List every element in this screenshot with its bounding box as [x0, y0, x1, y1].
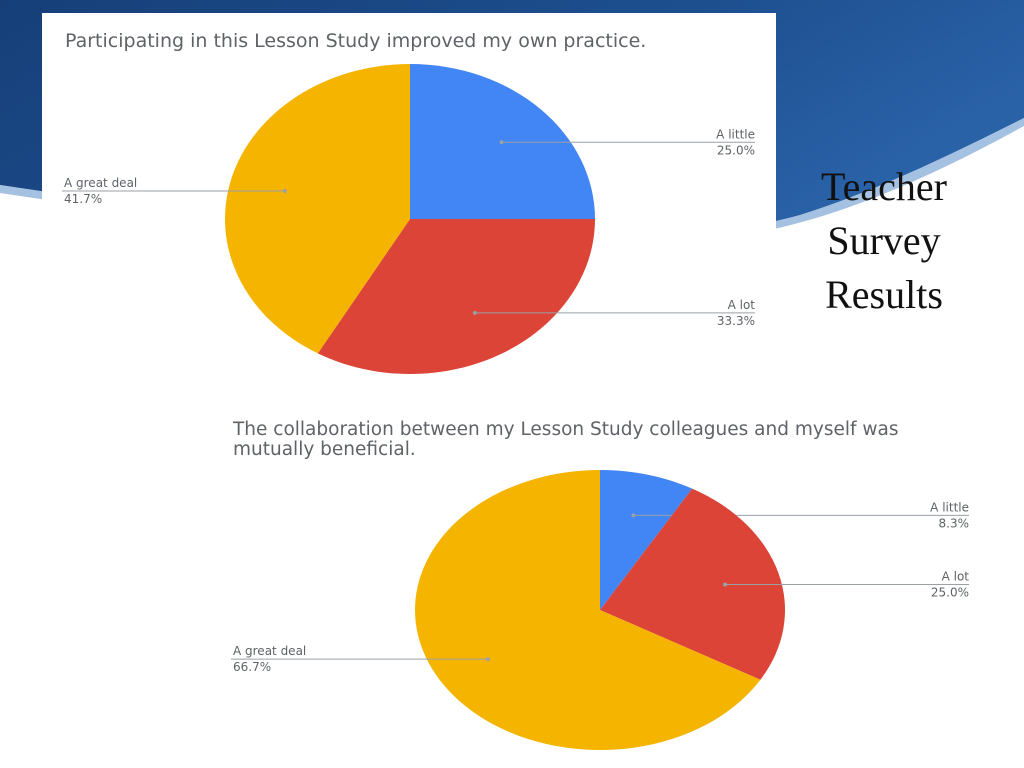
- slice-value-a-little: 25.0%: [717, 143, 755, 157]
- leader-dot-a-great-deal: [485, 657, 490, 662]
- slice-label-a-great-deal: A great deal: [233, 644, 306, 658]
- slice-label-a-great-deal: A great deal: [64, 176, 137, 190]
- slide-title-line-1: Teacher: [821, 164, 947, 209]
- pie-chart-practice: A little 25.0% A lot 33.3% A great deal 41.7%: [62, 63, 756, 374]
- slice-label-a-lot: A lot: [728, 298, 756, 312]
- slide-title-line-3: Results: [825, 272, 943, 317]
- slide-title: Teacher Survey Results: [790, 160, 978, 322]
- pie-slice-a-great-deal: [415, 470, 761, 750]
- pie-slice-a-lot: [317, 219, 595, 374]
- pie-slice-a-great-deal: [225, 63, 410, 354]
- slice-value-a-great-deal: 41.7%: [64, 192, 102, 206]
- leader-dot-a-lot: [472, 310, 477, 315]
- pie-slice-a-lot: [600, 488, 785, 680]
- slice-value-a-lot: 33.3%: [717, 314, 755, 328]
- slice-label-a-little: A little: [930, 500, 969, 514]
- pie-chart-collaboration: A little 8.3% A lot 25.0% A great deal 66.7%: [231, 470, 970, 750]
- leader-dot-a-lot: [723, 582, 728, 587]
- slide-title-line-2: Survey: [827, 218, 941, 263]
- slice-value-a-lot: 25.0%: [931, 585, 969, 599]
- leader-dot-a-little: [499, 140, 504, 145]
- pie-slice-a-little: [600, 470, 693, 610]
- leader-dot-a-great-deal: [282, 189, 287, 194]
- slice-value-a-little: 8.3%: [939, 516, 970, 530]
- leader-dot-a-little: [631, 513, 636, 518]
- slice-value-a-great-deal: 66.7%: [233, 660, 271, 674]
- slice-label-a-little: A little: [716, 127, 755, 141]
- chart-panel-collaboration: The collaboration between my Lesson Stud…: [214, 404, 990, 760]
- chart-title-practice: Participating in this Lesson Study impro…: [65, 30, 647, 52]
- chart-panel-practice: Participating in this Lesson Study impro…: [42, 13, 776, 391]
- chart-title-collaboration: The collaboration between my Lesson Stud…: [233, 419, 899, 460]
- slice-label-a-lot: A lot: [942, 569, 970, 583]
